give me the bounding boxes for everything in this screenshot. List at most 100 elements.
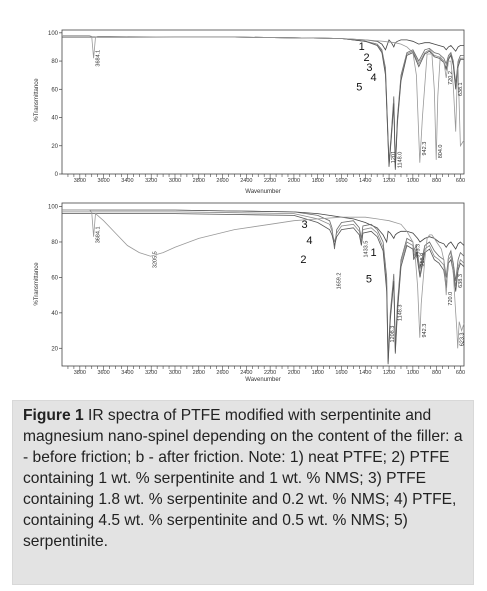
panel-b-xtick-label: 600 bbox=[456, 370, 465, 376]
panel-a-curve-label: 4 bbox=[371, 72, 377, 84]
panel-a-curve-label: 2 bbox=[363, 52, 369, 64]
panel-b-peak-label: 958.9 bbox=[420, 253, 426, 267]
panel-a-x-ticks: 3800 3600 3400 3200 3000 2800 2600 2400 2200 2000… bbox=[67, 174, 465, 184]
figure-caption: Figure 1 IR spectra of PTFE modified wit… bbox=[12, 400, 474, 585]
caption-label: Figure 1 bbox=[23, 407, 84, 424]
panel-a-xtick-label: 2200 bbox=[264, 178, 276, 184]
panel-b-peak-label: 3205.5 bbox=[153, 251, 159, 268]
panel-b-xtick-label: 3400 bbox=[121, 370, 133, 376]
panel-a-y-ticks: 100 80 60 40 20 0 bbox=[48, 31, 62, 178]
panel-b-curve-labels: 3 42 1 5 bbox=[300, 219, 376, 286]
panel-a-peak-label: 638.1 bbox=[458, 82, 464, 96]
panel-b-plot-area bbox=[61, 202, 465, 367]
panel-a-peak-label: 942.3 bbox=[422, 142, 428, 156]
panel-a-peak-label: 1148.0 bbox=[397, 152, 403, 168]
panel-a-ytick-label: 60 bbox=[51, 87, 58, 93]
panel-b-xtick-label: 2600 bbox=[216, 370, 228, 376]
panel-b-xtick-label: 2000 bbox=[288, 370, 300, 376]
panel-b-curve-label: 3 bbox=[302, 219, 308, 231]
panel-a-ytick-label: 20 bbox=[51, 144, 58, 150]
panel-b-xtick-label: 2800 bbox=[193, 370, 205, 376]
panel-a-curve-label: 5 bbox=[356, 82, 362, 94]
panel-b-curve-label: 5 bbox=[366, 274, 372, 286]
panel-b-xtick-label: 3600 bbox=[98, 370, 110, 376]
panel-b-peak-label: 623.3 bbox=[460, 333, 466, 347]
panel-a-xtick-label: 3400 bbox=[121, 178, 133, 184]
panel-b-xtick-label: 3200 bbox=[145, 370, 157, 376]
panel-b-series-line-5 bbox=[62, 209, 465, 349]
panel-a-xtick-label: 1200 bbox=[383, 178, 395, 184]
panel-b-x-ticks: 3800 3600 3400 3200 3000 2800 2600 2400 2200 2000… bbox=[67, 366, 465, 376]
panel-a-xtick-label: 1600 bbox=[335, 178, 347, 184]
panel-a-ytick-label: 40 bbox=[51, 116, 58, 122]
panel-a-xtick-label: 2600 bbox=[216, 178, 228, 184]
panel-b-ytick-label: 40 bbox=[51, 311, 58, 317]
panel-a-xtick-label: 2800 bbox=[193, 178, 205, 184]
panel-a-ylabel: %Transmittance bbox=[34, 78, 40, 122]
panel-a-xtick-label: 3200 bbox=[145, 178, 157, 184]
panel-a-ytick-label: 80 bbox=[51, 59, 58, 65]
panel-b-ytick-label: 80 bbox=[51, 240, 58, 246]
panel-a-xtick-label: 1800 bbox=[312, 178, 324, 184]
panel-a-ytick-label: 0 bbox=[55, 172, 59, 178]
panel-a-xtick-label: 3600 bbox=[98, 178, 110, 184]
panel-b-peak-label: 638.3 bbox=[458, 274, 464, 288]
panel-a-xlabel: Wavenumber bbox=[245, 189, 280, 195]
panel-a-curve-label: 3 bbox=[366, 62, 372, 74]
panel-b-curve-label: 1 bbox=[371, 247, 377, 259]
panel-b-peak-label: 720.0 bbox=[448, 292, 454, 306]
panel-b-xtick-label: 3000 bbox=[169, 370, 181, 376]
panel-b-curve-label: 2 bbox=[300, 254, 306, 266]
panel-b-xtick-label: 2200 bbox=[264, 370, 276, 376]
panel-a-curve-label: 1 bbox=[359, 41, 365, 53]
panel-a-peak-label: 1201 bbox=[391, 151, 397, 163]
panel-b-peak-label: 1208.3 bbox=[390, 326, 396, 343]
panel-a-xtick-label: 2400 bbox=[240, 178, 252, 184]
panel-b-peak-label: 993.3 bbox=[416, 244, 422, 258]
panel-b-peak-label: 1659.2 bbox=[337, 273, 343, 290]
panel-b-xtick-label: 1400 bbox=[359, 370, 371, 376]
panel-b-xtick-label: 1200 bbox=[383, 370, 395, 376]
panel-a-ytick-label: 100 bbox=[48, 31, 59, 37]
panel-b-peak-label: 1433.5 bbox=[363, 241, 369, 258]
panel-b-y-ticks: 100 80 60 40 20 bbox=[48, 205, 62, 352]
panel-a-peak-label: 720.2 bbox=[448, 71, 454, 85]
panel-b-ytick-label: 60 bbox=[51, 275, 58, 281]
panel-a-series bbox=[62, 35, 465, 170]
panel-b-series-line-1 bbox=[62, 209, 465, 250]
panel-b-ylabel: %Transmittance bbox=[34, 262, 40, 306]
panel-a-xtick-label: 600 bbox=[456, 178, 465, 184]
panel-b-xtick-label: 800 bbox=[432, 370, 441, 376]
panel-a-xtick-label: 1400 bbox=[359, 178, 371, 184]
panel-b-ytick-label: 100 bbox=[48, 205, 59, 211]
caption-text: IR spectra of PTFE modified with serpent… bbox=[23, 407, 463, 550]
panel-a-peak-labels: 3684.1 1201 1148.0 942.3 804.0 720.2 638.1 bbox=[96, 50, 464, 168]
panel-b-xtick-label: 3800 bbox=[74, 370, 86, 376]
panel-a-series-line-5 bbox=[62, 35, 465, 163]
panel-b-xtick-label: 1800 bbox=[312, 370, 324, 376]
panel-b-peak-label: 942.3 bbox=[422, 324, 428, 338]
panel-a-xtick-label: 3000 bbox=[169, 178, 181, 184]
panel-b-peak-label: 3684.1 bbox=[96, 226, 102, 243]
panel-b-ytick-label: 20 bbox=[51, 346, 58, 352]
panel-b-xlabel: Wavenumber bbox=[245, 377, 280, 383]
panel-b-series-line-2 bbox=[62, 209, 465, 359]
panel-b-xtick-label: 1600 bbox=[335, 370, 347, 376]
panel-b-xtick-label: 1000 bbox=[407, 370, 419, 376]
panel-a-xtick-label: 3800 bbox=[74, 178, 86, 184]
panel-b-series bbox=[62, 209, 465, 365]
panel-b-xtick-label: 2400 bbox=[240, 370, 252, 376]
panel-b-peak-label: 1148.3 bbox=[397, 305, 403, 321]
panel-a-plot-area bbox=[61, 29, 465, 175]
panel-a-xtick-label: 800 bbox=[432, 178, 441, 184]
panel-a-peak-label: 3684.1 bbox=[96, 50, 102, 67]
panel-b-curve-label: 4 bbox=[306, 235, 312, 247]
panel-a-peak-label: 804.0 bbox=[438, 145, 444, 159]
panel-a-xtick-label: 1000 bbox=[407, 178, 419, 184]
